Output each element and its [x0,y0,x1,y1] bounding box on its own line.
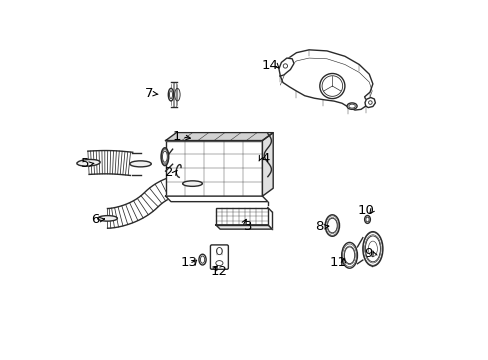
Polygon shape [278,58,293,76]
Ellipse shape [216,247,222,255]
Bar [215,208,267,225]
Text: 5: 5 [81,157,89,170]
Ellipse shape [168,88,173,101]
Circle shape [368,101,371,104]
Ellipse shape [362,231,382,266]
Text: 10: 10 [357,204,374,217]
Circle shape [283,64,287,68]
Ellipse shape [161,148,168,166]
Ellipse shape [77,159,100,166]
Ellipse shape [346,103,356,109]
Ellipse shape [200,256,204,263]
Bar [165,140,262,196]
Text: 6: 6 [91,213,100,226]
Ellipse shape [169,91,172,99]
Text: 7: 7 [145,87,153,100]
Ellipse shape [199,254,206,265]
Ellipse shape [325,215,339,236]
Text: 1: 1 [172,130,180,144]
Ellipse shape [344,247,354,264]
Circle shape [319,73,344,99]
Text: 8: 8 [315,220,324,233]
Text: 14: 14 [262,59,278,72]
Ellipse shape [182,181,202,186]
Text: 4: 4 [261,152,270,165]
Polygon shape [165,133,273,140]
Ellipse shape [365,236,380,262]
Polygon shape [280,50,372,110]
Text: 12: 12 [210,265,227,278]
Circle shape [322,76,342,96]
Ellipse shape [348,104,355,108]
Ellipse shape [367,241,377,257]
Text: 11: 11 [328,256,346,269]
Text: 9: 9 [363,247,372,260]
Ellipse shape [215,261,223,266]
Polygon shape [364,98,375,108]
Ellipse shape [341,242,357,268]
Text: 2: 2 [164,166,173,179]
Ellipse shape [174,88,180,101]
Polygon shape [215,225,271,229]
Text: 13: 13 [180,256,197,269]
Ellipse shape [364,216,369,224]
Ellipse shape [98,216,117,221]
Text: 3: 3 [244,220,252,233]
FancyBboxPatch shape [210,245,228,269]
Polygon shape [165,196,267,202]
Ellipse shape [365,217,368,222]
Ellipse shape [327,218,337,233]
Polygon shape [262,133,273,196]
Ellipse shape [129,161,151,167]
Ellipse shape [162,151,167,162]
